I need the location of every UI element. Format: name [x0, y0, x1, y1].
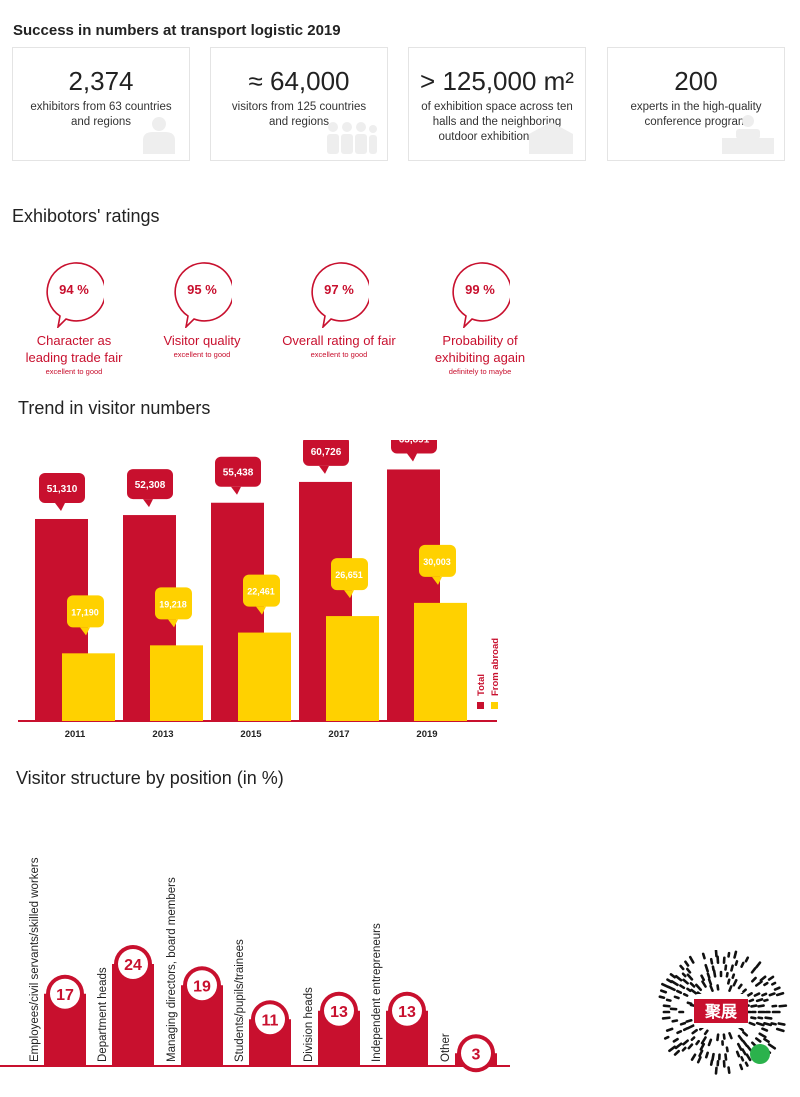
- stat-card-exhibitors: 2,374 exhibitors from 63 countries and r…: [12, 47, 190, 161]
- stat-desc: exhibitors from 63 countries and regions: [30, 101, 172, 128]
- stat-card-space: > 125,000 m² of exhibition space across …: [408, 47, 586, 161]
- data-label-total: 63,891: [391, 440, 437, 462]
- legend-swatch-total: [477, 702, 484, 709]
- rating-percent: 94 %: [59, 282, 89, 297]
- data-label: 24: [124, 957, 142, 974]
- ratings-title: Exhibotors' ratings: [12, 206, 160, 226]
- category-label: Department heads: [97, 967, 109, 1062]
- rating-sublabel: excellent to good: [45, 367, 103, 376]
- data-label: 3: [472, 1046, 481, 1063]
- value-badge: [255, 1004, 285, 1035]
- speech-bubble-icon: [311, 262, 369, 328]
- value-badge: [392, 995, 422, 1026]
- trend-chart-title: Trend in visitor numbers: [18, 398, 211, 418]
- visitors-group-icon: [327, 122, 377, 154]
- category-label: Employees/civil servants/skilled workers: [29, 857, 41, 1062]
- svg-text:22,461: 22,461: [247, 587, 275, 597]
- rating-sublabel: definitely to maybe: [448, 367, 512, 376]
- data-label-total: 52,308: [127, 469, 173, 508]
- legend-swatch-from-abroad: [491, 702, 498, 709]
- value-badge: [118, 949, 148, 979]
- position-bar-chart: 17 Employees/civil servants/skilled worke…: [0, 857, 510, 1073]
- stat-desc: visitors from 125 countries and regions: [231, 101, 367, 128]
- svg-text:60,726: 60,726: [311, 447, 342, 458]
- page-title: Success in numbers at transport logistic…: [13, 22, 341, 39]
- category-label: Managing directors, board members: [166, 877, 178, 1062]
- rating-sublabel: excellent to good: [173, 350, 231, 359]
- svg-text:52,308: 52,308: [135, 480, 166, 491]
- svg-text:26,651: 26,651: [335, 570, 363, 580]
- rating-sublabel: excellent to good: [310, 350, 368, 359]
- legend-label-total: Total: [476, 674, 487, 696]
- category-label: Students/pupils/trainees: [234, 939, 246, 1062]
- rating-percent: 99 %: [465, 282, 495, 297]
- speech-bubble-icon: [452, 262, 510, 328]
- svg-text:19,218: 19,218: [159, 599, 187, 609]
- position-chart-title: Visitor structure by position (in %): [16, 768, 284, 788]
- stat-value: > 125,000 m²: [420, 66, 574, 96]
- qr-code[interactable]: 聚展: [654, 949, 788, 1080]
- category-label: Independent entrepreneurs: [371, 923, 383, 1062]
- data-label: 19: [193, 978, 211, 995]
- stat-card-visitors: ≈ 64,000 visitors from 125 countries and…: [210, 47, 388, 161]
- x-tick-label: 2019: [416, 729, 437, 740]
- rating-percent: 97 %: [324, 282, 354, 297]
- value-badge: [187, 970, 217, 1001]
- value-badge: [324, 995, 354, 1026]
- exhibitor-icon: [143, 117, 175, 154]
- data-label: 13: [398, 1004, 416, 1021]
- rating-label: Visitor quality excellent to good: [122, 332, 282, 361]
- rating-label: Character as leading trade fair excellen…: [0, 332, 154, 378]
- rating-percent: 95 %: [187, 282, 217, 297]
- data-label-total: 55,438: [215, 456, 261, 495]
- svg-text:55,438: 55,438: [223, 468, 254, 479]
- svg-text:51,310: 51,310: [47, 484, 78, 495]
- data-label-from-abroad: 19,218: [155, 587, 192, 628]
- data-label-from-abroad: 17,190: [67, 595, 104, 636]
- speech-bubble-icon: [46, 262, 104, 328]
- stat-value: ≈ 64,000: [248, 66, 350, 96]
- stat-value: 2,374: [68, 66, 134, 96]
- data-label: 17: [56, 987, 74, 1004]
- value-badge: [461, 1038, 491, 1069]
- x-tick-label: 2013: [152, 729, 173, 740]
- exhibition-space-icon: [529, 122, 573, 154]
- qr-label: 聚展: [704, 1003, 738, 1021]
- legend-label-from-abroad: From abroad: [490, 638, 501, 696]
- value-badge: [50, 978, 80, 1009]
- legend: Total From abroad: [476, 638, 501, 709]
- category-label: Other: [440, 1033, 452, 1062]
- data-label-total: 60,726: [303, 440, 349, 474]
- stat-value: 200: [674, 66, 718, 96]
- bar-from-abroad: [414, 602, 467, 721]
- data-label-from-abroad: 30,003: [419, 544, 456, 585]
- x-tick-label: 2015: [240, 729, 262, 740]
- svg-text:63,891: 63,891: [399, 440, 430, 445]
- data-label: 13: [330, 1004, 348, 1021]
- stat-desc: of exhibition space across ten halls and…: [421, 101, 573, 143]
- speaker-podium-icon: [722, 115, 774, 154]
- data-label: 11: [262, 1012, 279, 1029]
- bar-from-abroad: [326, 616, 379, 721]
- stat-desc: experts in the high-quality conference p…: [630, 101, 762, 128]
- x-tick-label: 2011: [65, 729, 86, 740]
- rating-label: Probability of exhibiting again definite…: [400, 332, 560, 378]
- rating-label: Overall rating of fair excellent to good: [259, 332, 419, 361]
- svg-text:17,190: 17,190: [71, 607, 99, 617]
- svg-text:30,003: 30,003: [423, 557, 451, 567]
- speech-bubble-icon: [174, 262, 232, 328]
- x-tick-label: 2017: [328, 729, 349, 740]
- bar-from-abroad: [150, 645, 203, 721]
- bar-from-abroad: [62, 653, 115, 721]
- stat-card-experts: 200 experts in the high-quality conferen…: [607, 47, 785, 161]
- data-label-from-abroad: 26,651: [331, 558, 368, 599]
- trend-bar-chart: 51,310 17,190 2011 52,308 19,218 2013 55,438 22…: [18, 440, 501, 740]
- data-label-total: 51,310: [39, 472, 85, 511]
- qr-code-icon: 聚展: [658, 949, 788, 1075]
- data-label-from-abroad: 22,461: [243, 574, 280, 615]
- bar-from-abroad: [238, 632, 291, 721]
- category-label: Division heads: [303, 987, 315, 1062]
